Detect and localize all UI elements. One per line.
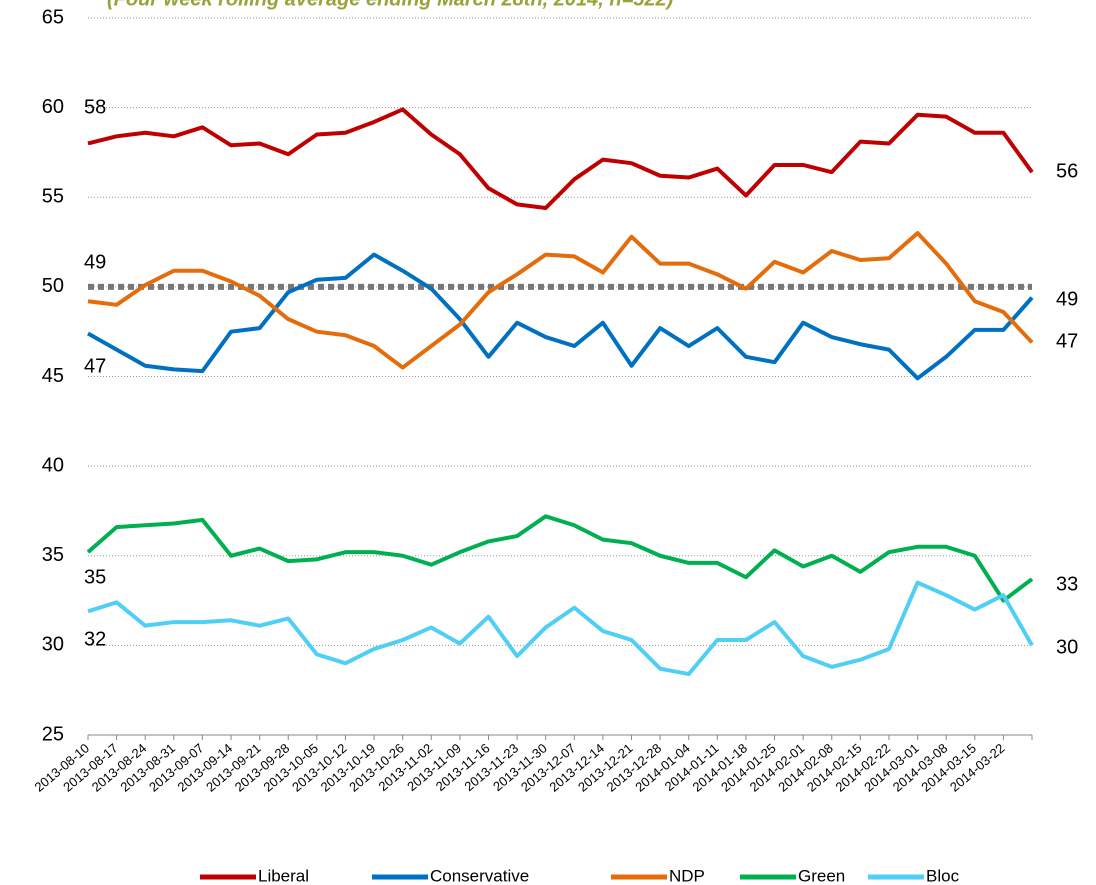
y-tick-label: 25 <box>42 723 64 745</box>
annotation: 49 <box>84 251 106 273</box>
series-line <box>87 231 1034 370</box>
legend-label: Liberal <box>258 866 309 885</box>
legend-label: Bloc <box>926 866 960 885</box>
legend-label: NDP <box>669 866 705 885</box>
series-line <box>86 514 1034 603</box>
legend-label: Green <box>798 866 845 885</box>
annotation: 49 <box>1056 288 1078 310</box>
y-tick-label: 60 <box>42 96 64 118</box>
annotation: 35 <box>84 566 106 588</box>
y-tick-label: 45 <box>42 365 64 387</box>
annotation: 32 <box>84 628 106 650</box>
annotation: 58 <box>84 96 106 118</box>
y-tick-label: 65 <box>42 6 64 28</box>
annotation: 33 <box>1056 573 1078 595</box>
annotation: 56 <box>1056 160 1078 182</box>
series-line <box>87 107 1034 211</box>
chart-subtitle: (Four week rolling average ending March … <box>107 0 674 10</box>
y-tick-label: 30 <box>42 634 64 656</box>
legend-label: Conservative <box>430 866 529 885</box>
annotation: 30 <box>1056 636 1078 658</box>
y-tick-label: 40 <box>42 454 64 476</box>
series-line <box>87 252 1034 381</box>
annotation: 47 <box>1056 330 1078 352</box>
series-line <box>87 580 1034 677</box>
y-tick-label: 50 <box>42 275 64 297</box>
annotation: 47 <box>84 355 106 377</box>
y-tick-label: 55 <box>42 186 64 208</box>
y-tick-label: 35 <box>42 544 64 566</box>
